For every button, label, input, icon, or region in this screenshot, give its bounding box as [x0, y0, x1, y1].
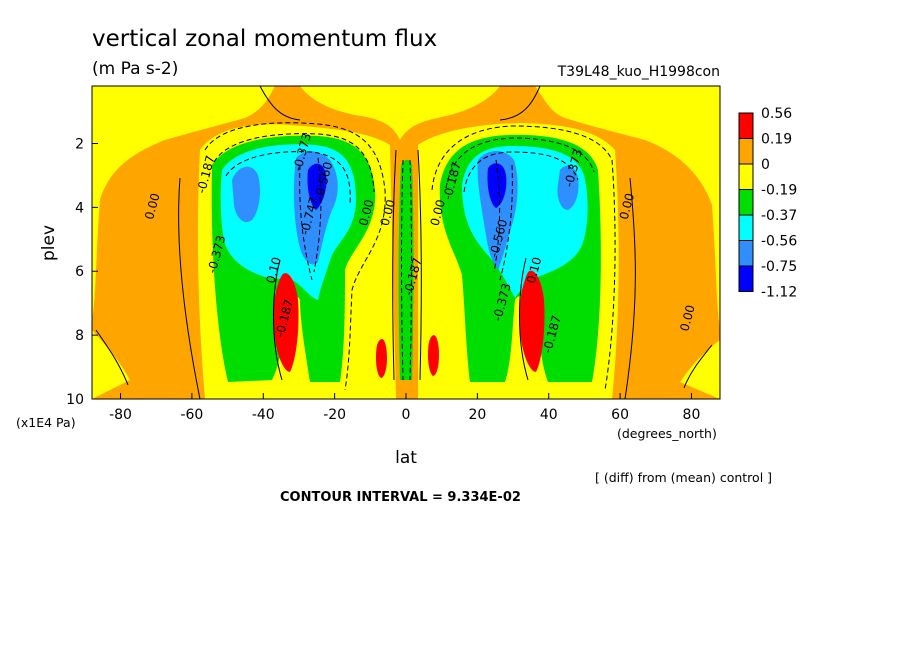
y-axis: 2 4 6 8 10	[66, 136, 98, 408]
contour-lines	[95, 86, 713, 399]
region-yellow-bottom-right	[680, 340, 720, 399]
colorbar-swatch-5	[738, 240, 754, 267]
colorbar-swatch-2	[738, 163, 754, 190]
contour-zero-lower-right	[683, 344, 713, 389]
region-yellow-left	[92, 86, 275, 320]
contour-zero-top-right	[499, 86, 541, 121]
region-blue-left-a	[232, 166, 260, 223]
contour-zero-left	[178, 177, 201, 399]
x-axis-label: lat	[395, 448, 417, 468]
neg-contour-left-1	[204, 122, 386, 391]
region-darkblue-right	[487, 163, 507, 208]
contour-red-right	[519, 257, 529, 381]
colorbar-label-5: -0.56	[761, 234, 797, 250]
colorbar-label-7: -1.12	[761, 285, 797, 301]
neg-contour-left-5	[313, 157, 322, 273]
colorbar-label-1: 0.19	[761, 132, 792, 148]
colorbar: 0.56 0.19 0 -0.19 -0.37 -0.56 -0.75 -1.12	[738, 106, 797, 301]
contour-label-8: 0.00	[356, 198, 376, 227]
neg-contour-right-5	[499, 164, 513, 281]
chart-subtitle: (m Pa s-2)	[92, 59, 178, 79]
x-axis: -80 -60 -40 -20 0 20 40 60 80	[109, 393, 700, 423]
neg-contour-right-1	[431, 125, 616, 391]
contour-label-18: 0.00	[617, 192, 637, 221]
y-axis-unit: (x1E4 Pa)	[16, 415, 76, 430]
colorbar-label-0: 0.56	[761, 106, 792, 122]
x-axis-unit: (degrees_north)	[617, 426, 717, 441]
x-tick-label-3: -20	[323, 407, 346, 423]
x-tick-label-4: 0	[402, 407, 411, 423]
contour-center-a	[392, 149, 397, 381]
neg-contour-left-4	[299, 164, 313, 281]
colorbar-label-3: -0.19	[761, 183, 797, 199]
contour-label-0: 0.00	[142, 192, 162, 221]
contour-red-left	[273, 259, 283, 381]
note-text: [ (diff) from (mean) control ]	[595, 470, 772, 485]
y-axis-label: plev	[39, 225, 59, 261]
contour-field	[92, 86, 720, 399]
y-tick-label-0: 2	[75, 136, 84, 152]
neg-contour-right-4	[493, 159, 501, 273]
y-tick-label-4: 10	[66, 392, 84, 408]
neg-contour-left-3	[225, 151, 351, 206]
colorbar-swatch-4	[738, 214, 754, 241]
contour-label-10: 0.00	[428, 198, 448, 227]
contour-label-9: 0.00	[378, 198, 398, 227]
run-label: T39L48_kuo_H1998con	[557, 64, 720, 80]
contour-zero-top	[259, 86, 301, 121]
region-yellow-top-center	[300, 86, 500, 140]
region-red-center-left	[376, 339, 387, 378]
neg-contour-right-2	[445, 137, 595, 189]
colorbar-label-2: 0	[761, 157, 770, 173]
region-green-center	[398, 159, 414, 380]
colorbar-label-4: -0.37	[761, 208, 797, 224]
contour-labels: 0.00-0.187-0.373-0.373-0.560-0.7470.10-0…	[142, 132, 698, 355]
x-tick-label-8: 80	[683, 407, 701, 423]
colorbar-swatch-1	[738, 138, 754, 165]
colorbar-swatch-0	[738, 112, 754, 139]
x-tick-label-7: 60	[611, 407, 629, 423]
region-yellow-bottom-left	[92, 330, 130, 399]
contour-label-6: 0.10	[263, 255, 283, 284]
region-red-center-right	[428, 335, 439, 376]
x-tick-label-5: 20	[468, 407, 486, 423]
x-tick-label-2: -40	[252, 407, 275, 423]
x-tick-label-0: -80	[109, 407, 132, 423]
contour-interval-text: CONTOUR INTERVAL = 9.334E-02	[280, 490, 521, 505]
region-red-left	[273, 273, 299, 372]
x-tick-label-6: 40	[540, 407, 558, 423]
chart-title: vertical zonal momentum flux	[92, 26, 437, 52]
colorbar-label-6: -0.75	[761, 259, 797, 275]
contour-center-b	[417, 149, 422, 381]
contour-lines-negative	[204, 122, 616, 391]
region-yellow-right	[535, 86, 720, 330]
region-red-right	[519, 270, 545, 372]
neg-contour-left-2	[213, 133, 375, 193]
contour-label-19: 0.00	[677, 303, 697, 332]
y-tick-label-3: 8	[75, 328, 84, 344]
region-darkblue-left	[307, 163, 327, 210]
contour-zero-right	[624, 177, 636, 399]
x-tick-label-1: -60	[180, 407, 203, 423]
colorbar-swatch-6	[738, 265, 754, 292]
colorbar-swatch-3	[738, 189, 754, 216]
contour-zero-lower-left	[95, 329, 129, 386]
region-blue-right-b	[557, 165, 579, 210]
y-tick-label-2: 6	[75, 264, 84, 280]
contour-label-16: 0.10	[524, 255, 544, 284]
y-tick-label-1: 4	[75, 200, 84, 216]
